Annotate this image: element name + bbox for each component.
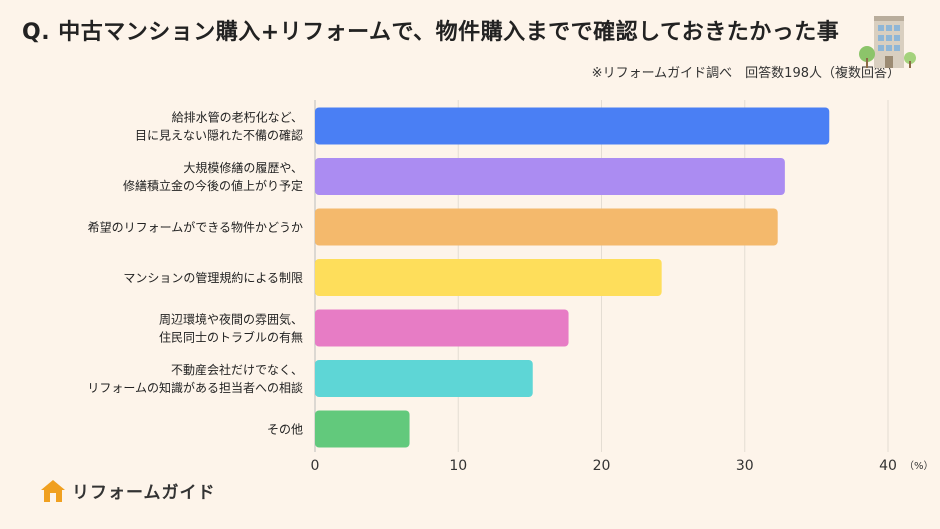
x-tick-label: 20 (593, 458, 611, 474)
category-label: 給排水管の老朽化など、 (172, 110, 303, 125)
brand-logo: リフォームガイド (40, 478, 216, 503)
bars (315, 107, 830, 448)
x-tick-label: 10 (449, 458, 467, 474)
bar (315, 360, 533, 397)
category-label: マンションの管理規約による制限 (123, 270, 303, 285)
category-label: 修繕積立金の今後の値上がり予定 (123, 178, 303, 193)
building-illustration-icon (859, 16, 916, 68)
bar (315, 107, 830, 145)
category-label: 住民同士のトラブルの有無 (159, 330, 303, 345)
category-label: リフォームの知識がある担当者への相談 (87, 380, 303, 395)
category-label: 大規模修繕の履歴や、 (183, 160, 303, 175)
bar (315, 309, 569, 347)
source-note: ※リフォームガイド調べ 回答数198人（複数回答） (591, 66, 900, 81)
category-label: その他 (267, 423, 303, 437)
bar (315, 158, 785, 195)
x-tick-label: 0 (311, 458, 320, 474)
category-label: 周辺環境や夜間の雰囲気、 (159, 312, 303, 327)
bar (315, 259, 662, 296)
bar (315, 410, 410, 448)
house-icon (41, 479, 65, 502)
bar (315, 208, 778, 246)
brand-name: リフォームガイド (72, 483, 216, 503)
x-tick-label: 30 (736, 458, 754, 474)
category-labels: 給排水管の老朽化など、目に見えない隠れた不備の確認大規模修繕の履歴や、修繕積立金… (87, 110, 303, 437)
x-tick-label: 40 (879, 458, 897, 474)
x-axis-ticks: 0 10 20 30 40 (311, 458, 897, 474)
chart-title: Q. 中古マンション購入+リフォームで、物件購入までで確認しておきたかった事 (22, 20, 840, 45)
category-label: 目に見えない隠れた不備の確認 (135, 128, 303, 143)
axis-unit-label: （%） (904, 460, 934, 472)
category-label: 不動産会社だけでなく、 (171, 362, 303, 377)
category-label: 希望のリフォームができる物件かどうか (88, 220, 303, 235)
